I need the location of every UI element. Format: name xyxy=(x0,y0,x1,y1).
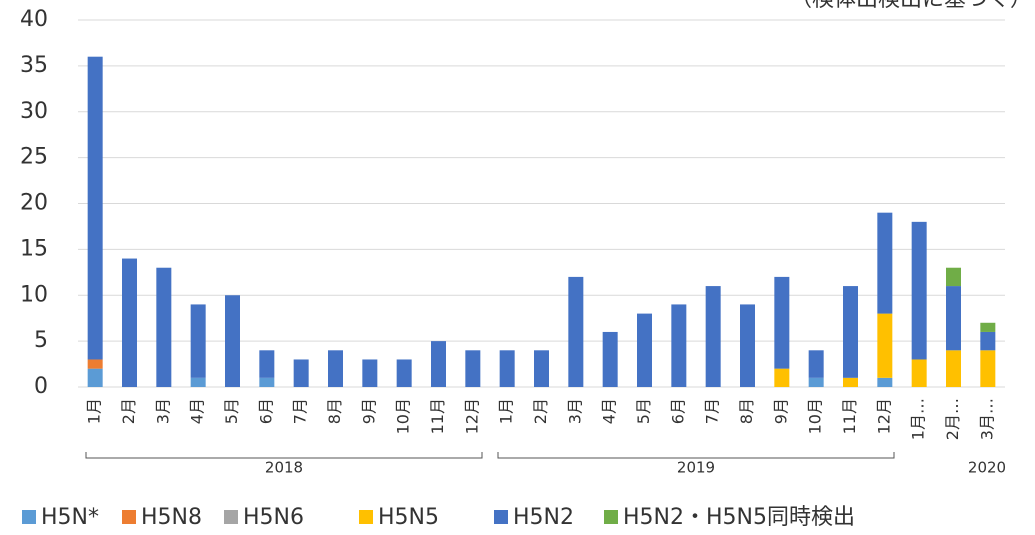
group-bracket xyxy=(497,452,895,459)
bar-segment xyxy=(911,359,927,387)
group-label: 2020 xyxy=(968,459,1006,477)
bar-segment xyxy=(122,258,137,387)
bar-segment xyxy=(843,377,858,387)
x-tick-label: 3月 xyxy=(153,398,172,424)
x-tick-label: 11月 xyxy=(428,398,447,434)
bar-segment xyxy=(87,56,103,360)
x-tick-label: 5月 xyxy=(634,398,653,424)
bar-segment xyxy=(362,359,378,387)
bar-segment xyxy=(946,286,961,351)
legend-swatch xyxy=(494,510,508,524)
y-tick-label: 10 xyxy=(20,282,48,307)
x-tick-label: 6月 xyxy=(256,398,275,424)
x-tick-label: 9月 xyxy=(771,398,790,424)
legend-swatch xyxy=(22,510,36,524)
y-tick-label: 15 xyxy=(20,236,48,261)
legend-label: H5N2・H5N5同時検出 xyxy=(623,505,855,530)
y-tick-label: 5 xyxy=(34,328,48,353)
chart-title: （検体出検出に基づく） xyxy=(790,0,1032,12)
bar-segment xyxy=(808,350,824,378)
x-tick-label: 7月 xyxy=(703,398,722,424)
x-tick-label: 1月… xyxy=(909,398,928,440)
y-tick-label: 0 xyxy=(34,374,48,399)
x-tick-label: 2月 xyxy=(531,398,550,424)
y-tick-label: 30 xyxy=(20,99,48,124)
x-tick-label: 1月 xyxy=(85,398,104,424)
bar-segment xyxy=(259,350,275,378)
bar-segment xyxy=(396,359,412,387)
x-tick-label: 8月 xyxy=(737,398,756,424)
x-tick-label: 12月 xyxy=(462,398,481,434)
legend-label: H5N2 xyxy=(513,505,574,530)
group-label: 2018 xyxy=(265,459,303,477)
bar-segment xyxy=(980,331,996,351)
bar-segment xyxy=(946,350,961,387)
y-tick-label: 35 xyxy=(20,53,48,78)
x-tick-label: 2月 xyxy=(119,398,138,424)
bar-segment xyxy=(911,221,927,360)
x-tick-label: 9月 xyxy=(359,398,378,424)
x-tick-label: 6月 xyxy=(668,398,687,424)
y-tick-label: 20 xyxy=(20,191,48,216)
x-tick-label: 2月… xyxy=(943,398,962,440)
legend-swatch xyxy=(604,510,618,524)
bar-segment xyxy=(190,304,206,378)
bar-segment xyxy=(156,267,172,387)
bar-segment xyxy=(293,359,309,387)
x-tick-label: 12月 xyxy=(874,398,893,434)
bar-segment xyxy=(602,331,618,387)
group-label: 2019 xyxy=(677,459,715,477)
bar-segment xyxy=(877,313,893,378)
x-tick-label: 10月 xyxy=(394,398,413,434)
bar-segment xyxy=(637,313,652,387)
group-bracket xyxy=(85,452,483,459)
x-tick-label: 4月 xyxy=(188,398,207,424)
bar-segment xyxy=(87,359,103,369)
bar-segment xyxy=(808,377,824,387)
y-tick-label: 25 xyxy=(20,145,48,170)
bar-segment xyxy=(87,368,103,387)
x-tick-label: 8月 xyxy=(325,398,344,424)
bar-segment xyxy=(190,377,206,387)
bar-segment xyxy=(431,341,446,387)
bar-segment xyxy=(980,350,996,387)
x-tick-label: 7月 xyxy=(291,398,310,424)
x-tick-label: 3月 xyxy=(565,398,584,424)
legend-label: H5N6 xyxy=(243,505,304,530)
bar-segment xyxy=(465,350,481,387)
bar-segment xyxy=(568,276,584,387)
legend-label: H5N5 xyxy=(378,505,439,530)
bar-segment xyxy=(877,377,893,387)
bar-segment xyxy=(877,212,893,314)
y-tick-label: 40 xyxy=(20,7,48,32)
x-tick-label: 3月… xyxy=(977,398,996,440)
x-tick-label: 11月 xyxy=(840,398,859,434)
bar-segment xyxy=(328,350,343,387)
bar-segment xyxy=(843,286,858,378)
bar-segment xyxy=(980,322,996,332)
x-tick-label: 1月 xyxy=(497,398,516,424)
legend-label: H5N* xyxy=(41,505,99,530)
bar-segment xyxy=(259,377,275,387)
x-tick-label: 5月 xyxy=(222,398,241,424)
legend-swatch xyxy=(224,510,238,524)
x-tick-label: 10月 xyxy=(806,398,825,434)
bar-segment xyxy=(671,304,687,387)
bar-segment xyxy=(499,350,515,387)
legend-swatch xyxy=(359,510,373,524)
bar-segment xyxy=(225,295,240,387)
bar-segment xyxy=(740,304,755,387)
legend-swatch xyxy=(122,510,136,524)
bar-segment xyxy=(774,276,790,369)
bar-segment xyxy=(774,368,790,387)
bar-segment xyxy=(534,350,549,387)
bar-segment xyxy=(946,267,961,287)
x-tick-label: 4月 xyxy=(600,398,619,424)
legend-label: H5N8 xyxy=(141,505,202,530)
bar-segment xyxy=(705,286,721,387)
